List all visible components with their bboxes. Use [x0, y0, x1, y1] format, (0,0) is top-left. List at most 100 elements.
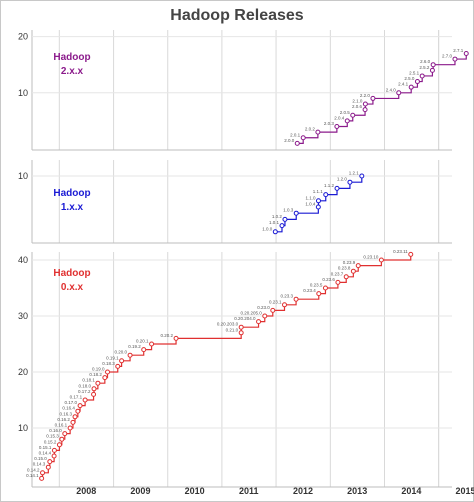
- release-label: 2.0.4: [334, 115, 345, 120]
- release-label: 0.20.203.0: [217, 322, 239, 327]
- release-label: 0.16.2: [57, 417, 70, 422]
- release-point: [429, 67, 435, 73]
- grid-layer: [31, 30, 452, 488]
- release-point: [430, 62, 436, 68]
- release-label: 1.0.3: [283, 208, 294, 213]
- panel-label: 1.x.x: [61, 202, 84, 213]
- panel-label: 2.x.x: [61, 66, 84, 77]
- release-label: 1.1.0: [305, 195, 316, 200]
- release-point: [355, 263, 361, 269]
- chart-title: Hadoop Releases: [170, 7, 303, 24]
- release-point: [262, 313, 268, 319]
- release-label: 0.21.0: [226, 327, 239, 332]
- release-point: [414, 79, 420, 85]
- text-layer: 2008 2009 2010 2011 2012 2013 2014 20151020Hado…: [18, 32, 474, 496]
- release-point: [39, 475, 45, 481]
- release-point: [127, 352, 133, 358]
- y-tick-label: 30: [18, 311, 28, 321]
- release-point: [47, 459, 53, 465]
- release-point: [62, 431, 68, 437]
- release-point: [362, 107, 368, 113]
- release-label: 1.1.1: [313, 189, 324, 194]
- release-point: [282, 216, 288, 222]
- y-tick-label: 10: [18, 423, 28, 433]
- release-label: 0.23.1: [269, 299, 282, 304]
- release-label: 1.0.1: [269, 220, 280, 225]
- release-label: 0.20.2: [161, 333, 174, 338]
- release-point: [279, 223, 285, 229]
- release-point: [51, 453, 57, 459]
- release-point: [359, 173, 365, 179]
- release-label: 1.2.0: [337, 177, 348, 182]
- release-point: [272, 229, 278, 235]
- release-point: [343, 274, 349, 280]
- release-label: 0.16.3: [60, 411, 73, 416]
- release-label: 2.1.0: [352, 99, 363, 104]
- release-label: 0.15.3: [46, 434, 59, 439]
- release-label: 0.14.1: [26, 473, 39, 478]
- release-point: [102, 375, 108, 381]
- release-label: 0.20.204.0: [234, 316, 256, 321]
- release-point: [300, 135, 306, 141]
- release-point: [91, 391, 97, 397]
- release-point: [282, 302, 288, 308]
- release-label: 2.4.1: [398, 82, 409, 87]
- release-point: [115, 363, 121, 369]
- release-label: 2.0.3: [324, 121, 335, 126]
- release-label: 2.5.1: [409, 70, 420, 75]
- release-label: 0.23.3: [281, 294, 294, 299]
- release-point: [270, 307, 276, 313]
- release-point: [59, 436, 65, 442]
- release-label: 0.20.1: [136, 339, 149, 344]
- release-point: [350, 112, 356, 118]
- x-tick-label: 2011: [239, 486, 259, 496]
- release-point: [238, 324, 244, 330]
- release-point: [408, 84, 414, 90]
- release-label: 2.7.0: [442, 54, 453, 59]
- series-step-line: [297, 53, 467, 144]
- release-label: 2.6.0: [420, 59, 431, 64]
- release-point: [173, 335, 179, 341]
- release-point: [45, 464, 51, 470]
- release-point: [256, 319, 262, 325]
- release-label: 0.16.0: [49, 428, 62, 433]
- release-label: 0.19.0: [92, 367, 105, 372]
- release-label: 1.2.1: [349, 171, 360, 176]
- release-point: [82, 397, 88, 403]
- y-tick-label: 20: [18, 367, 28, 377]
- release-point: [293, 210, 299, 216]
- release-label: 2.0.2: [305, 127, 316, 132]
- release-label: 0.20.205.0: [240, 311, 262, 316]
- release-point: [238, 330, 244, 336]
- release-label: 0.23.8: [338, 266, 351, 271]
- release-point: [315, 129, 321, 135]
- release-label: 2.7.1: [453, 48, 464, 53]
- release-point: [119, 358, 125, 364]
- release-label: 0.23.9: [343, 260, 356, 265]
- release-point: [293, 296, 299, 302]
- series-step-line: [41, 254, 412, 479]
- release-label: 0.16.1: [55, 423, 68, 428]
- release-label: 0.14.2: [27, 467, 40, 472]
- release-point: [396, 90, 402, 96]
- release-point: [408, 251, 414, 257]
- release-label: 1.0.4: [305, 202, 316, 207]
- release-point: [315, 198, 321, 204]
- y-tick-label: 10: [18, 88, 28, 98]
- release-point: [323, 192, 329, 198]
- release-label: 0.14.3: [33, 462, 46, 467]
- release-label: 0.17.0: [65, 400, 78, 405]
- release-point: [335, 279, 341, 285]
- x-tick-label: 2012: [293, 486, 313, 496]
- release-label: 0.18.0: [78, 383, 91, 388]
- release-label: 2.4.0: [386, 87, 397, 92]
- release-label: 2.0.0: [284, 138, 295, 143]
- release-point: [463, 50, 469, 56]
- release-point: [362, 101, 368, 107]
- release-label: 1.0.0: [262, 226, 273, 231]
- release-point: [316, 291, 322, 297]
- y-tick-label: 10: [18, 171, 28, 181]
- release-point: [95, 380, 101, 386]
- release-label: 1.1.2: [324, 183, 335, 188]
